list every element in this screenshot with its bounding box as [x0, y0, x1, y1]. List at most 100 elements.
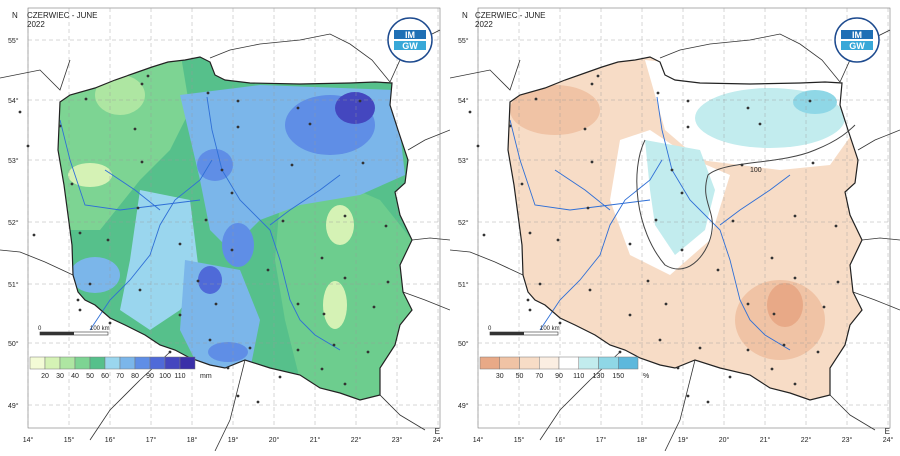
neighbor-border — [411, 237, 451, 241]
longitude-tick-label: 15° — [64, 436, 75, 444]
latitude-tick-label: 51° — [8, 281, 19, 289]
longitude-tick-label: 23° — [392, 436, 403, 444]
legend-swatch — [134, 356, 151, 370]
neighbor-border — [214, 359, 246, 452]
city-marker — [281, 219, 285, 223]
legend-unit: mm — [200, 373, 212, 380]
legend-swatch — [149, 356, 166, 370]
city-marker — [138, 288, 142, 292]
legend-tick-label: 20 — [41, 373, 49, 380]
city-marker — [78, 308, 82, 312]
city-marker — [256, 400, 260, 404]
city-marker — [793, 382, 797, 386]
longitude-tick-label: 14° — [23, 436, 34, 444]
longitude-tick-label: 19° — [228, 436, 239, 444]
city-marker — [296, 302, 300, 306]
city-marker — [770, 367, 774, 371]
legend-swatch — [59, 356, 76, 370]
city-marker — [84, 97, 88, 101]
green-zone — [275, 185, 412, 400]
latitude-tick-label: 52° — [458, 219, 469, 227]
longitude-tick-label: 18° — [637, 436, 648, 444]
river — [89, 159, 213, 331]
city-marker — [772, 312, 776, 316]
neighbor-border — [402, 291, 451, 311]
city-marker — [366, 350, 370, 354]
city-marker — [178, 313, 182, 317]
latitude-tick-label: 53° — [458, 157, 469, 165]
city-marker — [296, 106, 300, 110]
legend-swatch — [558, 356, 579, 370]
city-marker — [266, 268, 270, 272]
legend-swatch — [618, 356, 639, 370]
scale-bar-segment — [40, 332, 74, 335]
city-marker — [76, 298, 80, 302]
city-marker — [133, 127, 137, 131]
imgw-logo-icon — [387, 17, 433, 63]
city-marker — [178, 242, 182, 246]
city-marker — [308, 122, 312, 126]
city-marker — [686, 394, 690, 398]
longitude-tick-label: 20° — [269, 436, 280, 444]
city-marker — [361, 161, 365, 165]
river — [269, 174, 341, 226]
scale-label: 100 km — [540, 326, 560, 332]
orange-zone — [520, 260, 580, 300]
cyan-zone — [793, 90, 837, 114]
city-marker — [811, 161, 815, 165]
latitude-tick-label: 51° — [458, 281, 469, 289]
city-marker — [18, 110, 22, 114]
deep-blue-zone — [335, 92, 375, 124]
city-marker — [680, 191, 684, 195]
city-marker — [343, 214, 347, 218]
city-marker — [320, 367, 324, 371]
city-marker — [758, 122, 762, 126]
river — [104, 169, 161, 211]
city-marker — [618, 350, 622, 354]
city-marker — [226, 366, 230, 370]
longitude-tick-label: 18° — [187, 436, 198, 444]
value-zones — [510, 60, 855, 360]
city-marker — [26, 144, 30, 148]
latitude-tick-label: 55° — [458, 37, 469, 45]
city-marker — [482, 233, 486, 237]
legend-tick-label: 80 — [131, 373, 139, 380]
neighbor-border — [659, 33, 841, 83]
longitude-tick-label: 21° — [310, 436, 321, 444]
city-marker — [146, 74, 150, 78]
city-marker — [590, 160, 594, 164]
scale-zero-label: 0 — [488, 326, 492, 332]
logo-text-top: IM — [852, 30, 862, 40]
city-marker — [214, 302, 218, 306]
city-marker — [58, 124, 62, 128]
header-title: CZERWIEC - JUNE — [475, 11, 546, 20]
city-marker — [816, 350, 820, 354]
city-marker — [728, 375, 732, 379]
scale-bar-segment — [490, 332, 524, 335]
city-marker — [596, 74, 600, 78]
legend-tick-label: 50 — [516, 373, 524, 380]
city-marker — [343, 382, 347, 386]
logo-band — [394, 41, 426, 50]
city-marker — [628, 242, 632, 246]
orange-zone — [510, 85, 600, 135]
longitude-tick-label: 22° — [801, 436, 812, 444]
city-marker — [698, 346, 702, 350]
city-marker — [208, 338, 212, 342]
city-marker — [654, 218, 658, 222]
city-marker — [236, 394, 240, 398]
percent-of-normal-map-panel: 100 IM GW 55° 54° 53° 52° 51° 50° 49° 14° 15° 16° 17°… — [449, 0, 900, 452]
header-year: 2022 — [27, 20, 45, 29]
city-marker — [526, 298, 530, 302]
river — [719, 174, 791, 226]
city-marker — [468, 110, 472, 114]
city-marker — [332, 343, 336, 347]
longitude-tick-label: 24° — [883, 436, 894, 444]
legend-swatch — [164, 356, 181, 370]
legend-unit: % — [643, 373, 649, 380]
latitude-tick-label: 54° — [8, 97, 19, 105]
neighbor-border — [379, 394, 426, 431]
city-marker — [230, 248, 234, 252]
city-marker — [88, 282, 92, 286]
